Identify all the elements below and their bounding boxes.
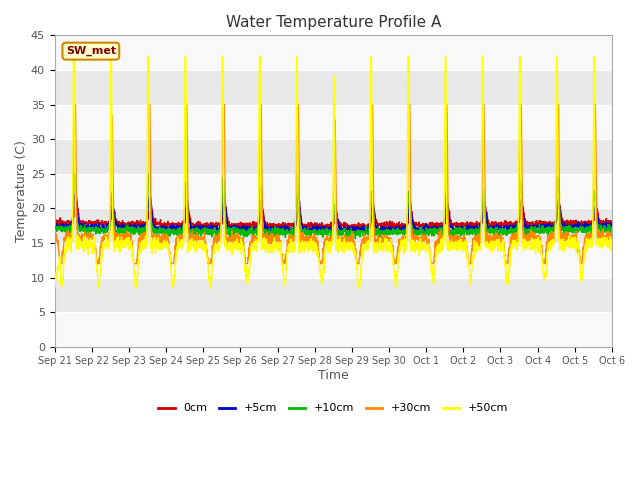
0cm (362, 223, 369, 228)
+30cm (362, 236, 370, 241)
+10cm (267, 236, 275, 242)
Bar (54, 277, 612, 312)
0cm (51, 219, 58, 225)
Y-axis label: Temperature (C): Temperature (C) (15, 140, 28, 242)
+30cm (56, 261, 64, 266)
+10cm (350, 228, 358, 234)
0cm (349, 225, 357, 231)
+10cm (207, 229, 214, 235)
+30cm (575, 247, 582, 253)
+5cm (608, 220, 616, 226)
+10cm (362, 224, 370, 229)
Line: +30cm: +30cm (54, 105, 612, 264)
+5cm (559, 226, 567, 231)
+10cm (51, 224, 58, 229)
+50cm (70, 53, 77, 59)
+5cm (328, 230, 335, 236)
Legend: 0cm, +5cm, +10cm, +30cm, +50cm: 0cm, +5cm, +10cm, +30cm, +50cm (154, 399, 513, 418)
+10cm (145, 170, 153, 176)
Bar (54, 139, 612, 174)
+10cm (575, 228, 582, 234)
+5cm (350, 227, 358, 232)
+30cm (70, 102, 78, 108)
0cm (73, 197, 81, 203)
Title: Water Temperature Profile A: Water Temperature Profile A (225, 15, 441, 30)
+5cm (496, 227, 504, 233)
Line: +50cm: +50cm (54, 56, 612, 288)
+5cm (207, 227, 214, 233)
+50cm (51, 284, 58, 290)
Line: +10cm: +10cm (54, 173, 612, 239)
Bar (54, 243, 612, 277)
+30cm (496, 239, 504, 245)
+30cm (559, 234, 567, 240)
Line: +5cm: +5cm (54, 190, 612, 233)
+10cm (559, 226, 567, 231)
+50cm (575, 251, 582, 256)
0cm (575, 221, 582, 227)
+10cm (608, 227, 616, 233)
+50cm (362, 241, 370, 247)
+50cm (207, 285, 214, 291)
Bar (54, 70, 612, 105)
0cm (207, 221, 214, 227)
+10cm (496, 225, 504, 231)
+50cm (608, 237, 616, 243)
+5cm (575, 224, 582, 230)
Bar (54, 105, 612, 139)
0cm (465, 227, 472, 233)
+50cm (559, 237, 567, 242)
Bar (54, 36, 612, 70)
Bar (54, 174, 612, 208)
+30cm (207, 259, 214, 264)
+5cm (72, 187, 79, 192)
Bar (54, 312, 612, 347)
0cm (496, 222, 504, 228)
+50cm (95, 285, 102, 291)
Bar (54, 208, 612, 243)
+5cm (51, 222, 58, 228)
+50cm (350, 251, 358, 256)
0cm (608, 220, 616, 226)
+30cm (350, 239, 358, 245)
0cm (559, 217, 567, 223)
+30cm (608, 227, 616, 233)
+30cm (51, 236, 58, 242)
+50cm (496, 240, 504, 246)
Line: 0cm: 0cm (54, 200, 612, 230)
Text: SW_met: SW_met (66, 46, 116, 56)
X-axis label: Time: Time (318, 369, 349, 382)
+5cm (362, 224, 370, 230)
